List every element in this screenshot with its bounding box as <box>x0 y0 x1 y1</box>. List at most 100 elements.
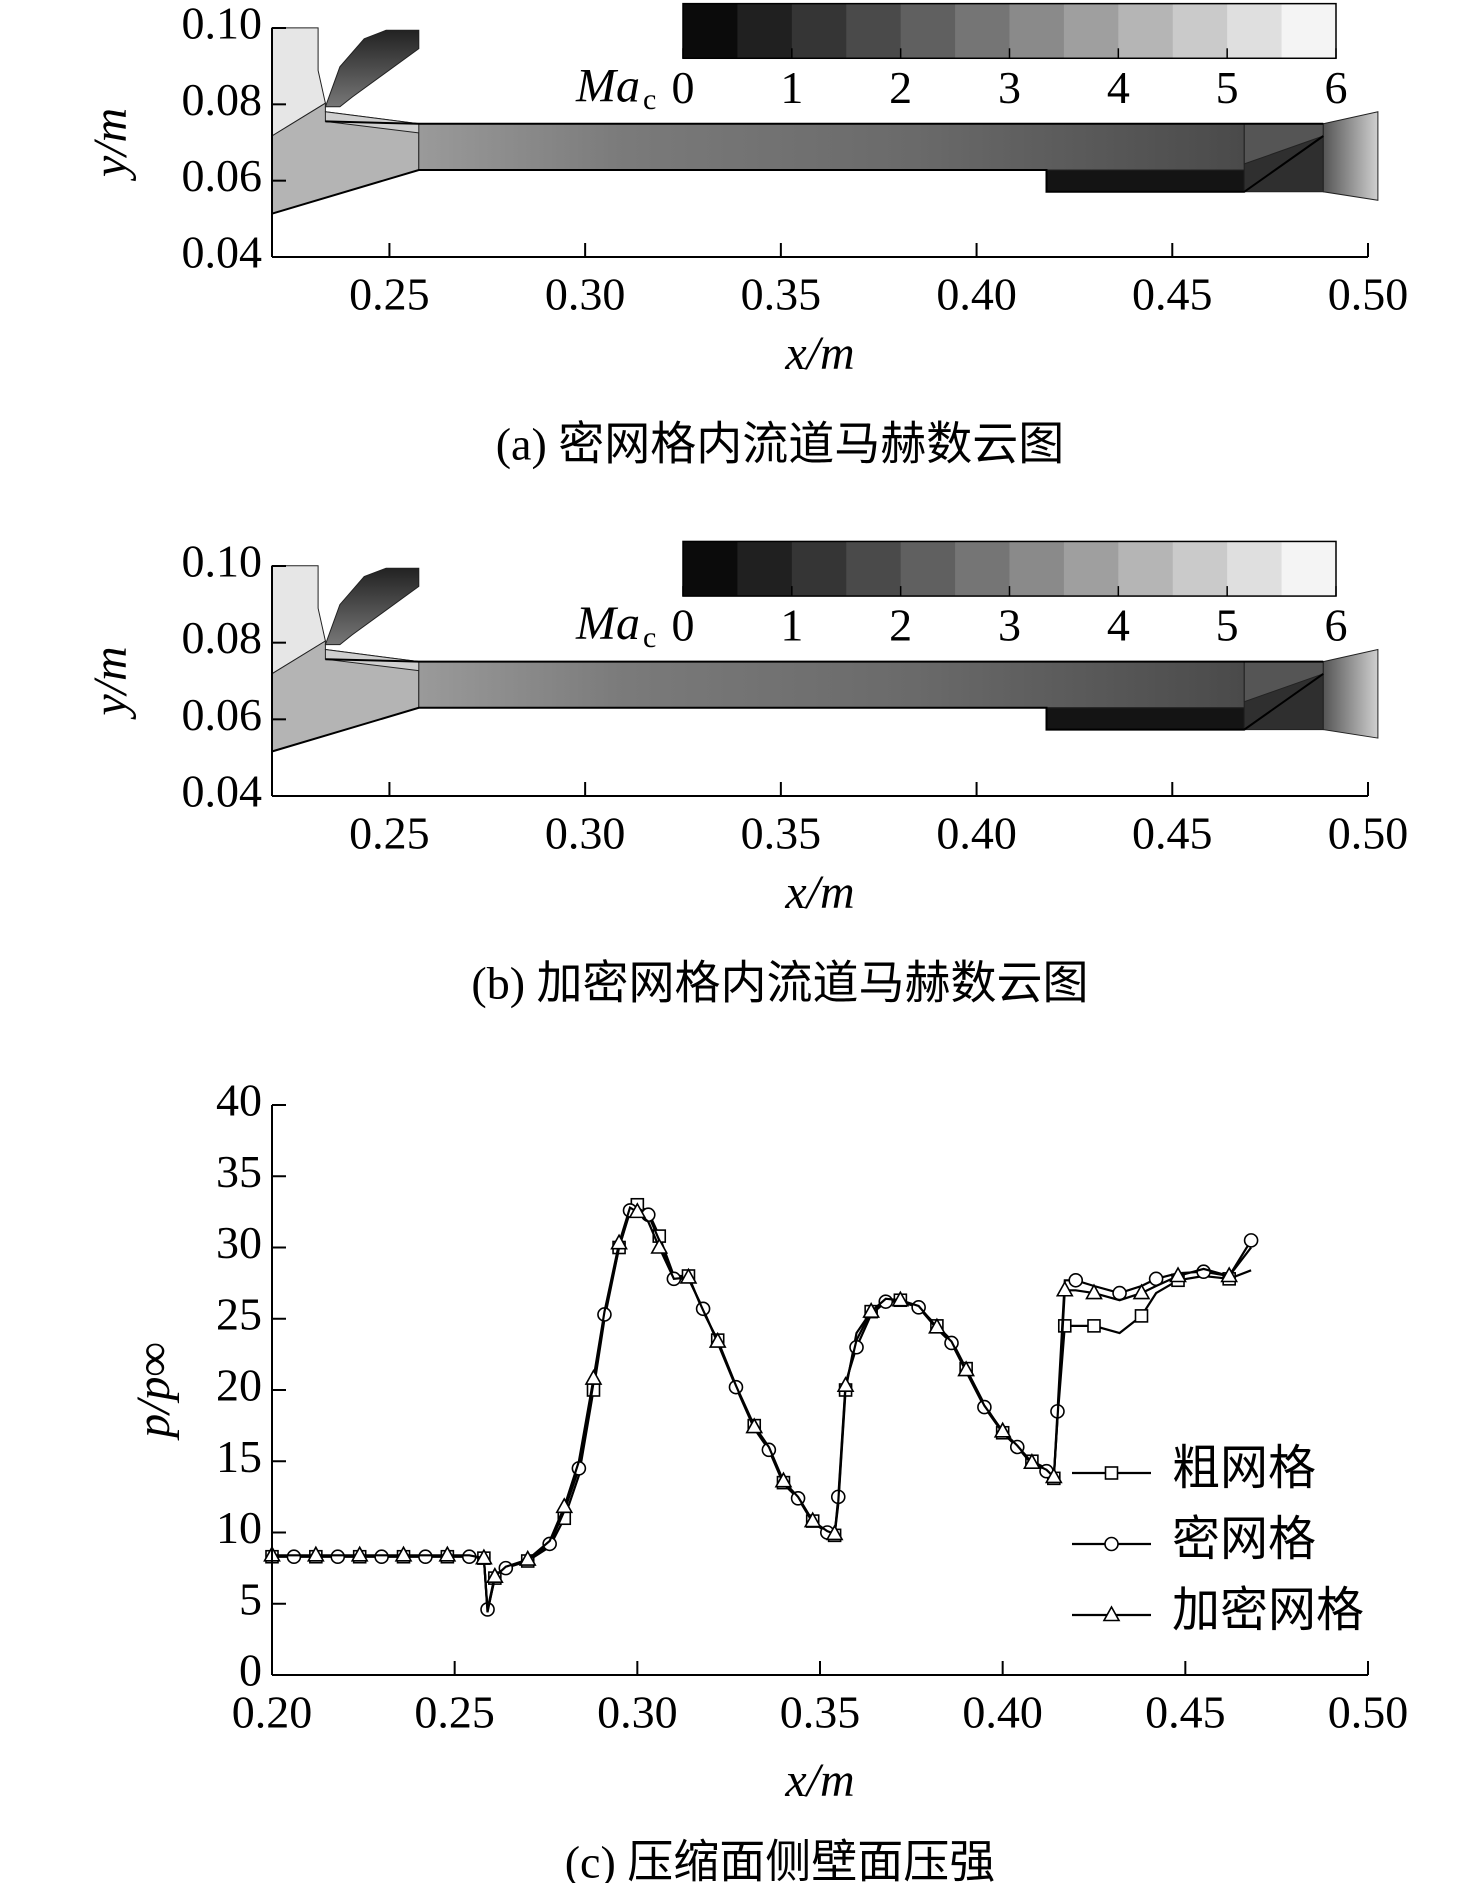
marker <box>1055 1280 1074 1297</box>
y-axis-label: y/m <box>84 108 137 182</box>
colorbar-tick-label: 6 <box>1325 62 1348 113</box>
marker <box>774 1471 793 1488</box>
x-tick-label: 0.45 <box>1132 808 1213 859</box>
marker <box>745 1417 764 1434</box>
y-tick-label: 0.10 <box>182 536 263 587</box>
marker <box>836 1376 855 1393</box>
x-axis-label: x/m <box>784 866 854 919</box>
colorbar-tick-label: 5 <box>1216 62 1239 113</box>
colorbar-label-sub: c <box>643 83 656 116</box>
flow-region <box>324 567 420 646</box>
flow-region <box>1046 707 1245 731</box>
flow-region <box>418 123 1245 171</box>
colorbar-swatch <box>1118 541 1174 597</box>
marker <box>286 1549 302 1565</box>
y-tick-label: 25 <box>216 1288 262 1339</box>
flow-region <box>1322 648 1379 739</box>
colorbar-swatch <box>846 541 902 597</box>
marker <box>518 1549 537 1566</box>
marker <box>957 1360 975 1377</box>
y-tick-label: 35 <box>216 1146 262 1197</box>
colorbar-tick-label: 0 <box>672 62 695 113</box>
x-tick-label: 0.30 <box>597 1687 678 1738</box>
colorbar-tick-label: 0 <box>672 600 695 651</box>
colorbar-tick-label: 2 <box>889 600 912 651</box>
x-tick-label: 0.45 <box>1145 1687 1226 1738</box>
marker <box>1220 1266 1239 1283</box>
x-tick-label: 0.25 <box>414 1687 495 1738</box>
duct-wall <box>325 120 1324 125</box>
marker <box>438 1545 457 1562</box>
y-tick-label: 40 <box>216 1075 262 1126</box>
caption: (a) 密网格内流道马赫数云图 <box>496 419 1065 470</box>
marker <box>650 1237 669 1254</box>
x-tick-label: 0.35 <box>741 269 822 320</box>
colorbar-swatch <box>1009 3 1065 59</box>
marker <box>374 1549 389 1565</box>
marker <box>555 1497 574 1514</box>
colorbar-label-sub: c <box>643 621 656 654</box>
x-axis-label: x/m <box>784 327 854 380</box>
legend-label: 密网格 <box>1172 1513 1316 1566</box>
colorbar-swatch <box>955 541 1010 597</box>
colorbar-swatch <box>737 3 793 59</box>
caption: (c) 压缩面侧壁面压强 <box>565 1837 996 1883</box>
marker <box>1023 1453 1041 1469</box>
marker <box>862 1301 881 1318</box>
y-tick-label: 0.06 <box>182 150 263 201</box>
y-tick-label: 0.06 <box>182 689 263 740</box>
x-tick-label: 0.50 <box>1328 808 1409 859</box>
marker <box>350 1545 369 1562</box>
marker <box>1068 1272 1084 1288</box>
marker <box>418 1549 433 1565</box>
marker <box>1057 1319 1072 1333</box>
x-tick-label: 0.30 <box>545 269 626 320</box>
marker <box>394 1545 413 1562</box>
x-tick-label: 0.45 <box>1132 269 1213 320</box>
colorbar-swatch <box>791 3 847 59</box>
marker <box>1169 1266 1187 1283</box>
y-tick-label: 0.08 <box>182 74 263 125</box>
colorbar-tick-label: 5 <box>1216 600 1239 651</box>
marker <box>1104 1466 1119 1480</box>
colorbar-tick-label: 2 <box>889 62 912 113</box>
colorbar-swatch <box>1281 3 1337 59</box>
legend-label: 加密网格 <box>1172 1584 1364 1637</box>
y-tick-label: 20 <box>216 1360 262 1411</box>
x-tick-label: 0.40 <box>936 808 1017 859</box>
flow-region <box>324 29 420 108</box>
y-tick-label: 10 <box>216 1502 262 1553</box>
colorbar-swatch <box>791 541 847 597</box>
colorbar-swatch <box>900 3 956 59</box>
colorbar-swatch <box>1063 3 1119 59</box>
y-axis-label: y/m <box>84 646 137 720</box>
marker <box>1134 1309 1149 1323</box>
marker <box>584 1368 603 1385</box>
marker <box>891 1290 910 1307</box>
colorbar-swatch <box>1227 3 1283 59</box>
colorbar-label: Ma <box>575 597 640 650</box>
marker <box>485 1567 504 1583</box>
duct-wall <box>325 658 1324 663</box>
marker <box>628 1202 647 1219</box>
x-axis-label: x/m <box>784 1754 854 1807</box>
colorbar-swatch <box>955 3 1010 59</box>
series-line <box>272 1206 1253 1610</box>
colorbar-tick-label: 1 <box>780 62 803 113</box>
marker <box>1087 1319 1101 1333</box>
colorbar-swatch <box>1063 541 1119 597</box>
x-tick-label: 0.40 <box>936 269 1017 320</box>
marker <box>803 1511 822 1528</box>
marker <box>1132 1283 1151 1300</box>
marker <box>330 1549 346 1565</box>
y-tick-label: 0.08 <box>182 612 263 663</box>
duct-wall <box>271 672 1324 753</box>
marker <box>708 1331 727 1348</box>
colorbar-swatch <box>1227 541 1283 597</box>
x-tick-label: 0.20 <box>232 1687 313 1738</box>
x-tick-label: 0.50 <box>1328 1687 1409 1738</box>
y-tick-label: 5 <box>239 1573 262 1624</box>
colorbar-swatch <box>846 3 902 59</box>
